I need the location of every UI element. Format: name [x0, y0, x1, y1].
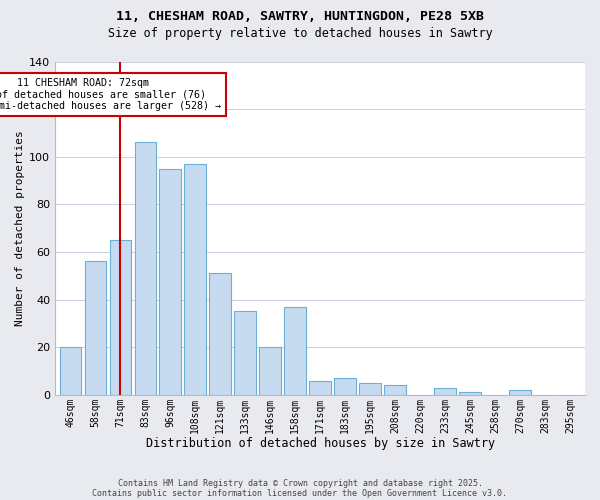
Text: Size of property relative to detached houses in Sawtry: Size of property relative to detached ho…: [107, 28, 493, 40]
Bar: [385, 386, 406, 395]
Bar: [310, 380, 331, 395]
X-axis label: Distribution of detached houses by size in Sawtry: Distribution of detached houses by size …: [146, 437, 494, 450]
Bar: [259, 347, 281, 395]
Bar: [359, 383, 380, 395]
Text: Contains HM Land Registry data © Crown copyright and database right 2025.: Contains HM Land Registry data © Crown c…: [118, 478, 482, 488]
Text: 11 CHESHAM ROAD: 72sqm
← 13% of detached houses are smaller (76)
87% of semi-det: 11 CHESHAM ROAD: 72sqm ← 13% of detached…: [0, 78, 221, 112]
Y-axis label: Number of detached properties: Number of detached properties: [15, 130, 25, 326]
Bar: [235, 312, 256, 395]
Bar: [209, 274, 231, 395]
Bar: [284, 306, 306, 395]
Bar: [85, 262, 106, 395]
Bar: [184, 164, 206, 395]
Bar: [434, 388, 455, 395]
Bar: [110, 240, 131, 395]
Bar: [460, 392, 481, 395]
Text: Contains public sector information licensed under the Open Government Licence v3: Contains public sector information licen…: [92, 488, 508, 498]
Bar: [509, 390, 530, 395]
Bar: [160, 168, 181, 395]
Bar: [59, 347, 81, 395]
Bar: [334, 378, 356, 395]
Text: 11, CHESHAM ROAD, SAWTRY, HUNTINGDON, PE28 5XB: 11, CHESHAM ROAD, SAWTRY, HUNTINGDON, PE…: [116, 10, 484, 23]
Bar: [134, 142, 156, 395]
